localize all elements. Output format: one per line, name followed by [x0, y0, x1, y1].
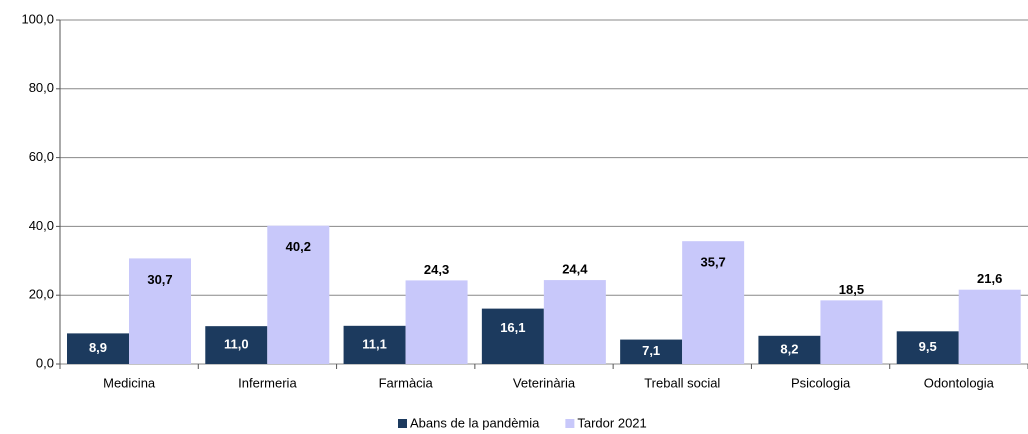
- y-tick-label: 20,0: [29, 287, 54, 302]
- bar: [758, 335, 821, 364]
- y-tick-label: 80,0: [29, 80, 54, 95]
- x-tick-label: Veterinària: [513, 375, 576, 390]
- data-label: 11,1: [362, 336, 387, 351]
- legend-label: Tardor 2021: [577, 415, 646, 430]
- y-tick-label: 60,0: [29, 149, 54, 164]
- data-label: 40,2: [286, 239, 311, 254]
- bar: [205, 326, 268, 364]
- data-label: 30,7: [147, 272, 172, 287]
- bar: [67, 333, 129, 364]
- legend-swatch: [565, 419, 575, 428]
- bar: [267, 225, 330, 364]
- bar: [620, 339, 683, 364]
- y-tick-label: 100,0: [21, 11, 54, 26]
- bar: [481, 308, 544, 364]
- x-tick-label: Medicina: [103, 375, 156, 390]
- y-tick-label: 0,0: [36, 355, 54, 370]
- data-label: 24,4: [562, 262, 588, 277]
- x-tick-label: Psicologia: [791, 375, 851, 390]
- bar: [405, 280, 468, 364]
- data-label: 21,6: [977, 271, 1002, 286]
- x-tick-label: Treball social: [644, 375, 720, 390]
- bar: [682, 241, 745, 364]
- data-label: 18,5: [839, 282, 864, 297]
- legend-swatch: [398, 419, 407, 428]
- data-label: 9,5: [919, 339, 937, 354]
- data-label: 11,0: [224, 337, 249, 352]
- data-label: 24,3: [424, 262, 449, 277]
- bar: [543, 280, 606, 364]
- x-tick-label: Farmàcia: [379, 375, 434, 390]
- legend-label: Abans de la pandèmia: [410, 415, 540, 430]
- data-label: 8,2: [780, 341, 798, 356]
- bar: [958, 289, 1021, 364]
- data-label: 35,7: [700, 255, 725, 270]
- data-label: 16,1: [500, 320, 525, 335]
- bar: [820, 300, 883, 364]
- bar: [129, 258, 191, 364]
- bar: [343, 325, 406, 364]
- bar: [896, 331, 959, 364]
- x-tick-label: Odontologia: [924, 375, 995, 390]
- y-tick-label: 40,0: [29, 218, 54, 233]
- data-label: 7,1: [642, 343, 660, 358]
- data-label: 8,9: [89, 340, 107, 355]
- x-tick-label: Infermeria: [238, 375, 297, 390]
